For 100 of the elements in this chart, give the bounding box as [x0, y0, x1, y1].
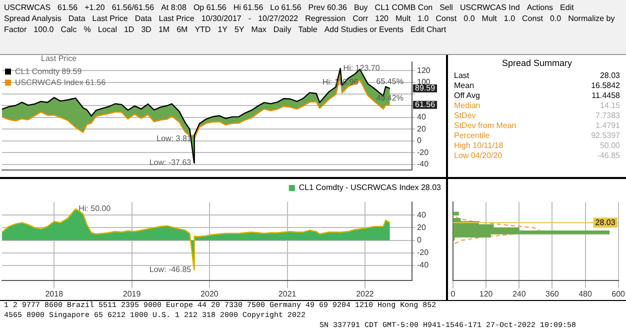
y-tick-label: 0 [417, 136, 422, 146]
text: Local [98, 25, 117, 34]
text: Last Price [158, 14, 194, 23]
x-tick-label: 2019 [122, 289, 142, 298]
annotation: Low: -37.63 [149, 158, 192, 168]
y-tick-label: 20 [417, 124, 426, 134]
text: Table [298, 25, 318, 34]
text: Const [522, 14, 543, 23]
annotation: Low: -46.85 [149, 264, 192, 274]
text: Prev 60.36 [308, 3, 347, 12]
text: YTD [194, 25, 211, 34]
y-tick-label: -20 [417, 148, 430, 157]
text: 61.56/61.56 [112, 3, 154, 12]
text: Data [68, 14, 86, 23]
text: High 10/11/18 [454, 141, 504, 150]
text: StDev [454, 111, 477, 120]
text: At 8:08 [161, 3, 186, 12]
text: Spread Summary [500, 58, 574, 68]
text: Edit Chart [410, 25, 446, 34]
text: Const [436, 14, 457, 23]
y-tick-label: -20 [417, 248, 430, 258]
text: 0.0 [550, 14, 562, 23]
y-tick-label: 120 [417, 66, 431, 75]
text: Last [454, 71, 470, 80]
text: Normalize by [568, 14, 615, 23]
text: 11.4458 [591, 91, 620, 100]
text: Factor [4, 25, 27, 34]
annotation: Hi: 123.70 [343, 64, 380, 73]
text: 16.5842 [591, 81, 620, 90]
text: Last Price [92, 14, 128, 23]
text: 100.0 [34, 25, 54, 34]
x-tick-label: 360 [546, 289, 560, 298]
text: 1M [158, 25, 170, 34]
text: 3D [141, 25, 152, 34]
y-tick-label: 40 [417, 210, 426, 220]
annotation: 61.56 [415, 100, 436, 110]
y-tick-label: 20 [417, 222, 426, 232]
annotation: 89.59 [415, 84, 436, 93]
text: 1D [124, 25, 134, 34]
x-tick-label: 2021 [278, 289, 297, 298]
y-tick-label: -40 [417, 260, 430, 270]
text: 28.03 [598, 71, 620, 80]
text: Spread Analysis [4, 14, 62, 23]
text: 10/30/2017 [201, 14, 242, 23]
text: StDev from Mean [454, 121, 518, 130]
x-tick-label: 2020 [200, 289, 219, 298]
text: Max [251, 25, 266, 34]
text: Daily [273, 25, 292, 34]
y-tick-label: 0 [417, 235, 422, 244]
text: 6M [176, 25, 188, 34]
annotation: 65.45% [376, 77, 404, 86]
text: - [248, 14, 252, 23]
text: CL1 COMB Con [374, 3, 433, 12]
x-tick-label: 2022 [356, 289, 374, 298]
text: USCRWCAS Ind [460, 3, 520, 12]
text: 1.0 [504, 14, 516, 23]
text: Regression [305, 14, 346, 23]
text: 7.7383 [594, 111, 620, 120]
text: Median [454, 101, 482, 110]
text: Buy [354, 3, 368, 12]
text: 92.5397 [591, 131, 620, 140]
text: Corr [352, 14, 368, 23]
text: 5Y [234, 25, 244, 34]
text: Hi 61.56 [233, 3, 264, 12]
text: Op 61.56 [193, 3, 226, 12]
legend-title: Last Price [40, 54, 78, 64]
annotation: Hi: 50.00 [78, 204, 112, 214]
text: Low 04/20/20 [454, 151, 504, 160]
text: Lo 61.56 [270, 3, 302, 12]
ref-line-label: 28.03 [595, 218, 616, 227]
text: 1.4791 [594, 121, 620, 130]
text: Data [134, 14, 152, 23]
text: 1Y [218, 25, 228, 34]
x-tick-label: 600 [612, 289, 626, 298]
text: Off Avg [454, 91, 481, 100]
text: Mult [482, 14, 497, 23]
text: +1.20 [84, 3, 105, 12]
y-tick-label: -40 [417, 160, 430, 169]
x-tick-label: 0 [450, 289, 456, 298]
text: % [84, 25, 91, 34]
text: -46.85 [596, 151, 620, 160]
text: 50.00 [598, 141, 620, 150]
text: USCRWCAS [4, 3, 51, 12]
annotation: Hi: 110.96 [322, 78, 359, 87]
x-tick-label: 480 [578, 289, 592, 298]
text: 1.0 [418, 14, 429, 23]
x-tick-label: 240 [512, 289, 526, 298]
text: Actions [526, 3, 554, 12]
text: 0.0 [464, 14, 475, 23]
text: 10/27/2022 [258, 14, 298, 23]
legend-label: CL1 Comdty 89.59 [15, 66, 82, 76]
text: Add Studies or Events [324, 25, 404, 34]
legend-label: USCRWCAS Index 61.56 [15, 78, 106, 87]
text: Sell [440, 3, 453, 12]
text: Mult [396, 14, 411, 23]
text: Edit [560, 3, 574, 12]
y-tick-label: 40 [417, 112, 426, 122]
text: 61.56 [58, 3, 78, 12]
text: 14.15 [598, 101, 620, 110]
text: Percentile [454, 131, 491, 140]
